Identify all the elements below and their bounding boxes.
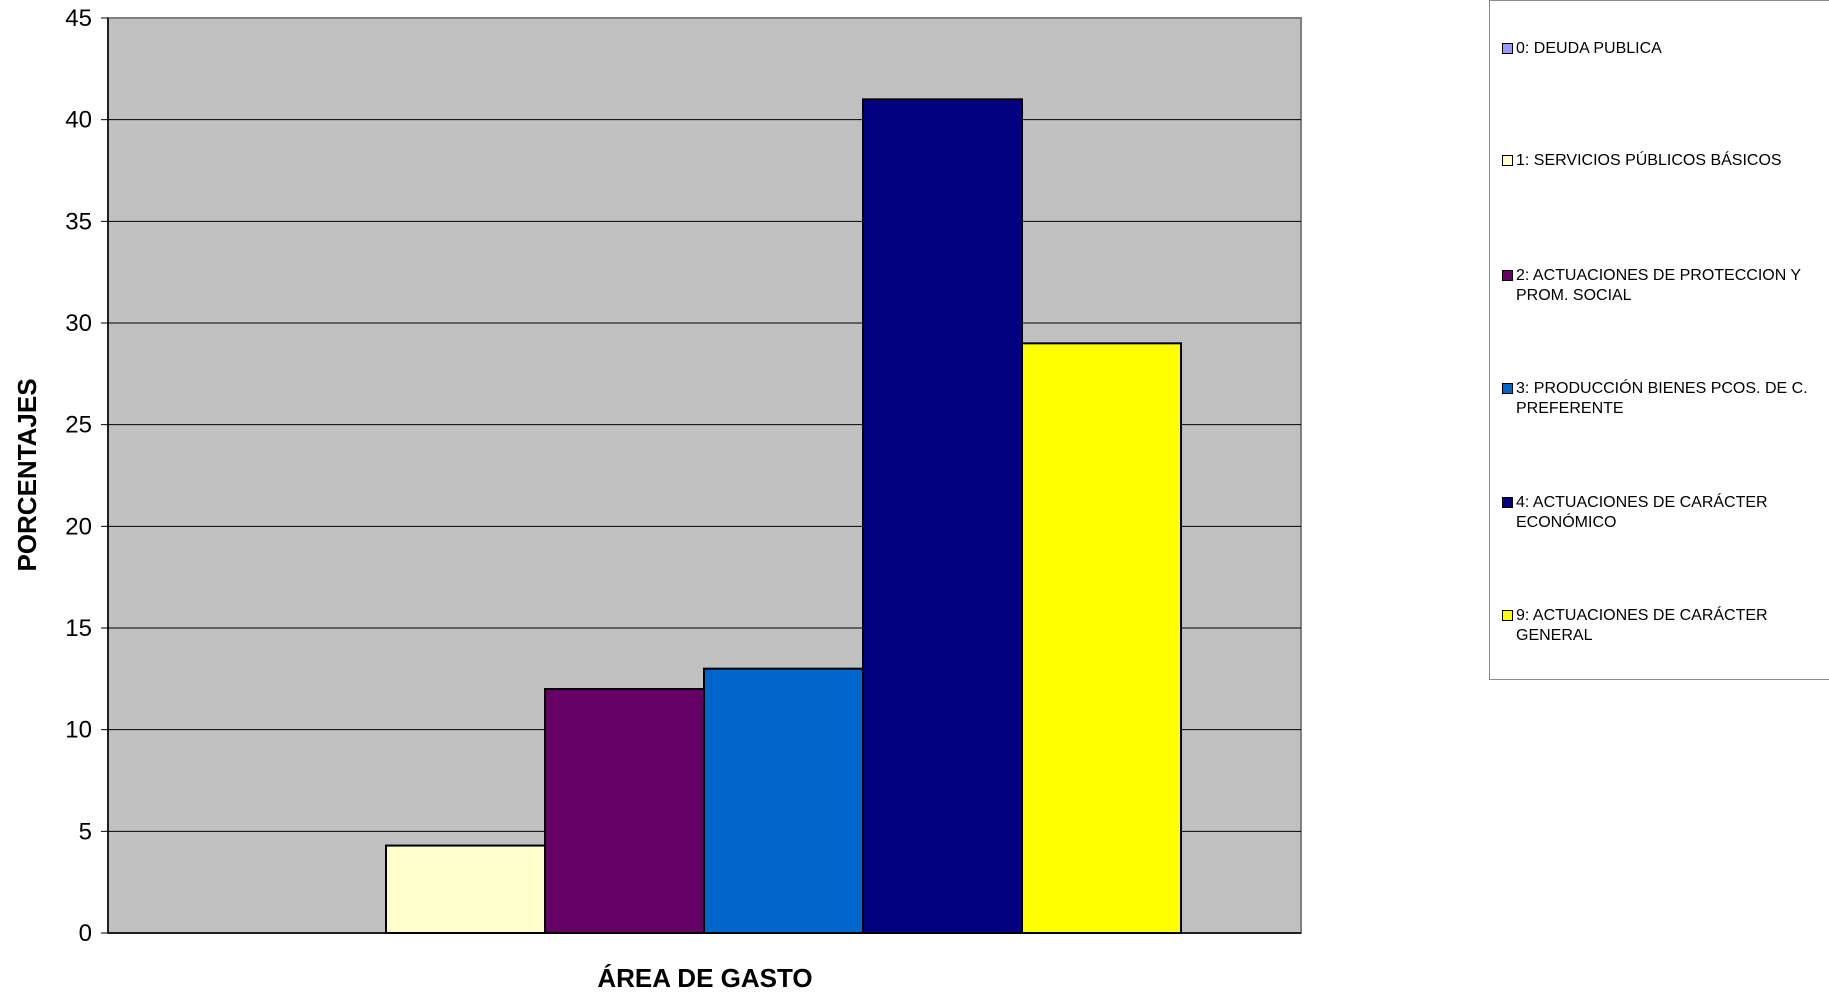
legend-swatch: [1502, 43, 1513, 54]
bar-series-1: [385, 844, 546, 934]
y-tick-label: 0: [79, 920, 92, 947]
legend-label: 9: ACTUACIONES DE CARÁCTER GENERAL: [1516, 607, 1768, 644]
y-axis-title: PORCENTAJES: [12, 378, 42, 571]
legend-item: 1: SERVICIOS PÚBLICOS BÁSICOS: [1502, 151, 1822, 171]
legend-swatch: [1502, 610, 1513, 621]
legend-label: 1: SERVICIOS PÚBLICOS BÁSICOS: [1516, 152, 1782, 169]
x-axis-title: ÁREA DE GASTO: [597, 963, 812, 993]
legend-swatch: [1502, 497, 1513, 508]
bars: [385, 98, 1182, 935]
y-tick-label: 20: [65, 513, 92, 540]
y-tick-label: 25: [65, 412, 92, 439]
legend-swatch: [1502, 155, 1513, 166]
bar-series-5: [1021, 342, 1182, 935]
y-tick-label: 15: [65, 615, 92, 642]
legend-swatch: [1502, 270, 1513, 281]
legend-item: 4: ACTUACIONES DE CARÁCTER ECONÓMICO: [1502, 493, 1822, 533]
legend-item: 2: ACTUACIONES DE PROTECCION Y PROM. SOC…: [1502, 266, 1822, 306]
axes: 0 5 10 15 20 25 30 35 40 45: [65, 5, 1301, 947]
legend-label: 3: PRODUCCIÓN BIENES PCOS. DE C. PREFERE…: [1516, 380, 1808, 417]
legend-item: 9: ACTUACIONES DE CARÁCTER GENERAL: [1502, 606, 1822, 646]
legend-label: 2: ACTUACIONES DE PROTECCION Y PROM. SOC…: [1516, 267, 1801, 304]
bar-series-3: [703, 667, 864, 935]
y-tick-label: 30: [65, 310, 92, 337]
y-tick-label: 40: [65, 107, 92, 134]
legend-label: 4: ACTUACIONES DE CARÁCTER ECONÓMICO: [1516, 494, 1768, 531]
y-tick-label: 35: [65, 208, 92, 235]
legend-label: 0: DEUDA PUBLICA: [1516, 40, 1662, 57]
legend-item: 3: PRODUCCIÓN BIENES PCOS. DE C. PREFERE…: [1502, 379, 1822, 419]
bar-series-4: [862, 98, 1023, 935]
y-tick-label: 45: [65, 5, 92, 32]
legend-item: 0: DEUDA PUBLICA: [1502, 39, 1822, 59]
y-tick-label: 5: [79, 818, 92, 845]
legend-swatch: [1502, 383, 1513, 394]
bar-series-2: [544, 688, 705, 934]
y-tick-label: 10: [65, 717, 92, 744]
legend: 0: DEUDA PUBLICA 1: SERVICIOS PÚBLICOS BÁ…: [1489, 0, 1829, 680]
